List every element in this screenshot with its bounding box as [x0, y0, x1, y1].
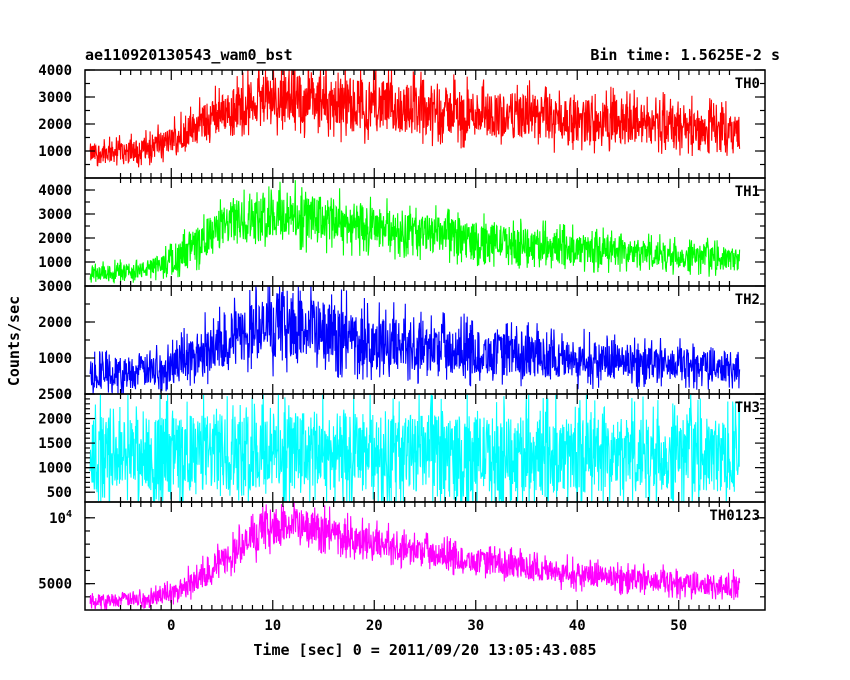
panel-label: TH0 [735, 76, 760, 92]
x-tick-label: 10 [264, 618, 281, 634]
y-tick-label: 1500 [38, 436, 72, 452]
y-tick-label: 1000 [38, 351, 72, 367]
y-tick-label: 3000 [38, 207, 72, 223]
y-tick-label: 104 [49, 509, 72, 527]
x-tick-label: 20 [366, 618, 383, 634]
y-tick-label: 5000 [38, 577, 72, 593]
y-axis-label: Counts/sec [5, 296, 23, 386]
panel-label: TH0123 [709, 508, 760, 524]
series-line-th2 [89, 285, 741, 395]
panel-label: TH1 [735, 184, 760, 200]
panel-frame [84, 177, 766, 287]
y-tick-label: 2000 [38, 117, 72, 133]
y-tick-label: 4000 [38, 63, 72, 79]
panel-label: TH3 [735, 400, 760, 416]
panel-th2: 0 1000 2000 3000 TH2 [38, 279, 766, 403]
bin-time-label: Bin time: 1.5625E-2 s [590, 46, 780, 64]
panel-frame [84, 501, 766, 611]
y-tick-label: 500 [47, 485, 72, 501]
series-line-th3 [89, 393, 741, 503]
series-line-th0 [89, 69, 741, 168]
panel-label: TH2 [735, 292, 760, 308]
x-tick-label: 40 [569, 618, 586, 634]
y-tick-label: 1000 [38, 461, 72, 477]
y-tick-label: 2500 [38, 387, 72, 403]
chart-title: ae110920130543_wam0_bst [85, 46, 293, 64]
y-tick-label: 0 [64, 387, 72, 403]
y-tick-label: 2000 [38, 315, 72, 331]
y-tick-label: 1000 [38, 144, 72, 160]
x-tick-label: 30 [467, 618, 484, 634]
x-tick-label: 0 [167, 618, 175, 634]
x-axis: 0 10 20 30 40 50 [167, 618, 687, 634]
series-line-th0123 [89, 501, 741, 611]
panel-th1: 1000 2000 3000 4000 TH1 [38, 177, 766, 287]
panel-th0123: 5000 104 TH0123 [38, 501, 766, 611]
y-tick-label: 2000 [38, 412, 72, 428]
y-tick-label: 4000 [38, 183, 72, 199]
y-tick-label: 3000 [38, 90, 72, 106]
y-tick-label: 2000 [38, 231, 72, 247]
panels-group: 1000 2000 3000 4000 TH0 1000 2000 3000 4000 TH1 0 1… [38, 63, 766, 611]
y-tick-label: 1000 [38, 255, 72, 271]
series-line-th1 [89, 180, 741, 284]
panel-th3: 500 1000 1500 2000 2500 TH3 [38, 387, 766, 503]
x-tick-label: 50 [670, 618, 687, 634]
y-tick-label: 3000 [38, 279, 72, 295]
x-axis-label: Time [sec] 0 = 2011/09/20 13:05:43.085 [253, 641, 596, 659]
panel-th0: 1000 2000 3000 4000 TH0 [38, 63, 766, 179]
panel-frame [84, 69, 766, 179]
